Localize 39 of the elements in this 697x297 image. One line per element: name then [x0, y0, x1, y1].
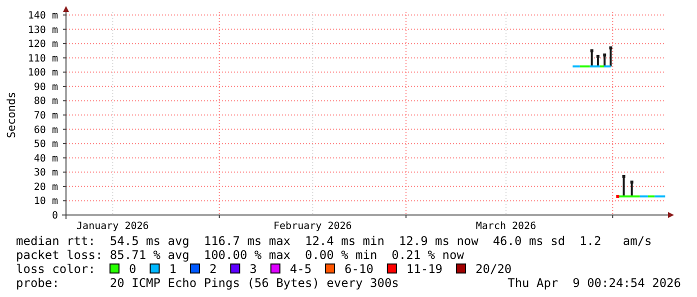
y-axis-title: Seconds [5, 92, 18, 138]
point [603, 54, 606, 56]
y-tick-label: 30 m [34, 168, 58, 179]
legend-label: 11-19 [406, 262, 443, 276]
text: median rtt: 54.5 ms avg 116.7 ms max 12.4 ms min 12.9 ms now 46.0 ms sd 1.2 am/s [16, 234, 652, 248]
x-tick-label: January 2026 [76, 221, 149, 232]
legend-label: 2 [209, 262, 217, 276]
legend-label: 1 [169, 262, 176, 276]
y-tick-label: 130 m [28, 24, 58, 36]
point [630, 180, 634, 184]
legend-label: 4-5 [290, 262, 312, 276]
point [622, 174, 626, 178]
y-tick-label: 90 m [34, 82, 58, 93]
y-tick-label: 0 [52, 210, 58, 222]
point [616, 194, 620, 198]
y-tick-label: 60 m [34, 124, 58, 136]
y-tick-label: 70 m [34, 110, 58, 122]
legend-label: 6-10 [344, 262, 374, 276]
x-tick-label: February 2026 [274, 221, 352, 232]
y-tick-label: 140 m [28, 10, 58, 22]
text: Thu Apr 9 00:24:54 2026 [508, 276, 681, 290]
y-tick-label: 50 m [34, 139, 58, 150]
point [609, 46, 612, 50]
y-tick-label: 10 m [34, 196, 58, 208]
legend-title: loss color: [16, 262, 96, 276]
y-tick-label: 20 m [34, 182, 58, 193]
text: packet loss: 85.71 % avg 100.00 % max 0.00 % min 0.21 % now [16, 248, 465, 262]
legend-label: 0 [129, 262, 136, 276]
y-tick-label: 80 m [34, 96, 58, 108]
y-tick-label: 120 m [28, 39, 58, 50]
y-tick-label: 110 m [28, 53, 58, 64]
y-tick-label: 100 m [28, 68, 58, 79]
legend-label: 3 [250, 262, 257, 276]
text: probe: 20 ICMP Echo Pings (56 Bytes) every 300s [16, 276, 399, 290]
point [596, 54, 600, 58]
y-tick-label: 40 m [34, 153, 58, 164]
x-tick-label: March 2026 [476, 221, 536, 232]
point [590, 49, 594, 52]
legend-label: 20/20 [476, 262, 512, 276]
